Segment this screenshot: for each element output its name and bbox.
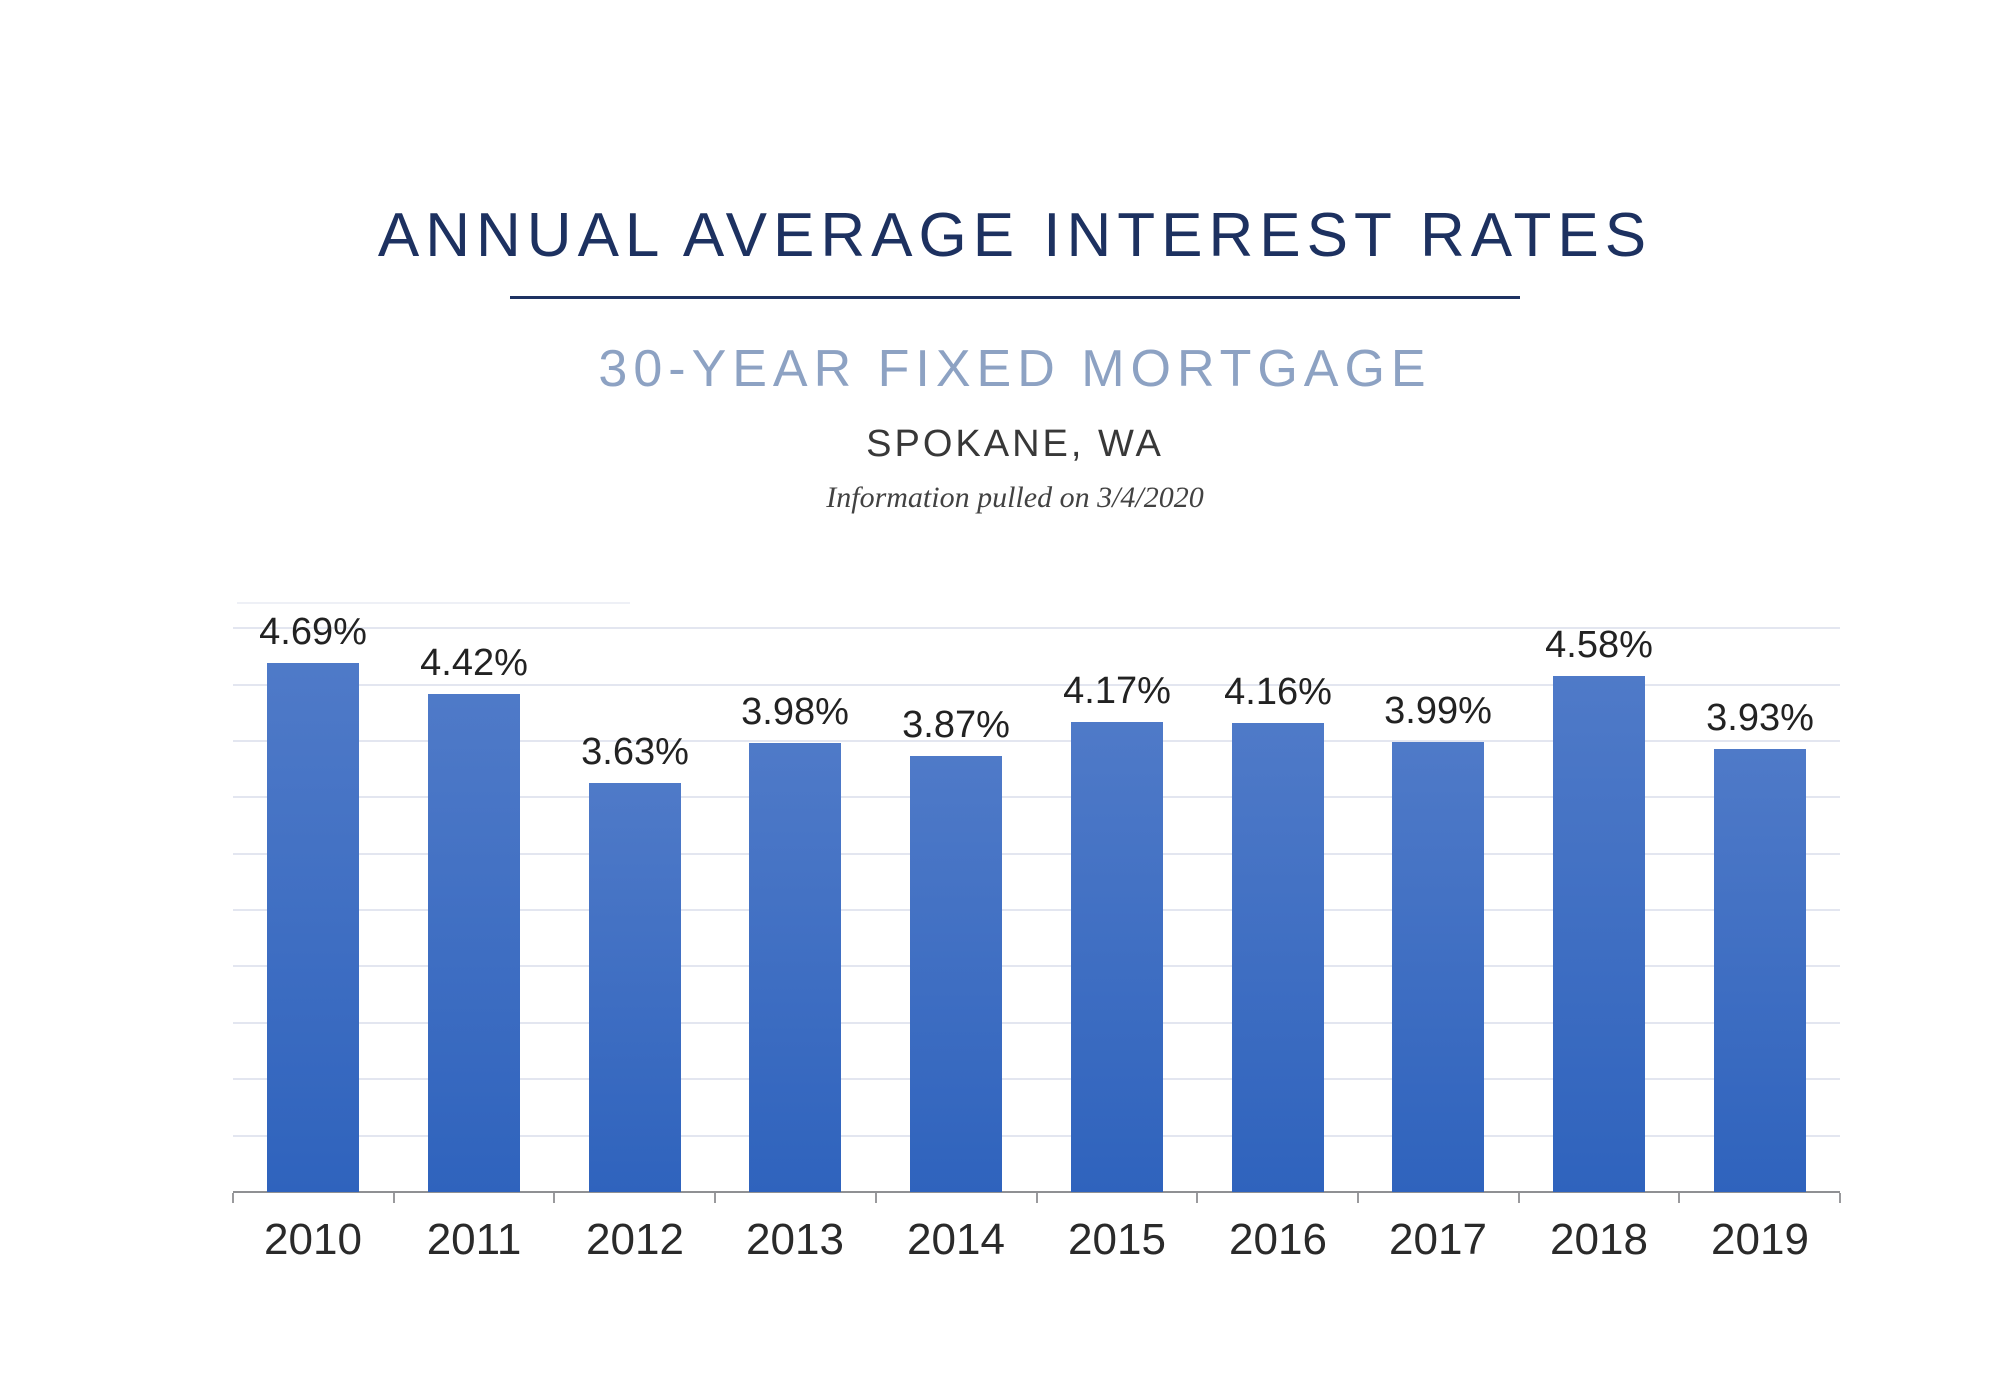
x-axis-tick: [714, 1193, 716, 1203]
bar-2014: [910, 756, 1002, 1192]
gridline-5.0: [233, 627, 1840, 630]
page-subtitle: 30-YEAR FIXED MORTGAGE: [598, 340, 1432, 398]
gridline-3.5: [233, 796, 1840, 799]
x-axis-label-2014: 2014: [907, 1215, 1005, 1264]
bar-value-label-2017: 3.99%: [1384, 690, 1492, 732]
bar-value-label-2014: 3.87%: [902, 704, 1010, 746]
x-axis-label-2012: 2012: [586, 1215, 684, 1264]
bar-value-label-2013: 3.98%: [741, 691, 849, 733]
location-label: SPOKANE, WA: [866, 423, 1164, 465]
x-axis-label-2016: 2016: [1229, 1215, 1327, 1264]
bar-2010: [267, 663, 359, 1192]
x-axis-label-2018: 2018: [1550, 1215, 1648, 1264]
gridline-2.0: [233, 965, 1840, 968]
bar-2011: [428, 694, 520, 1192]
bar-value-label-2018: 4.58%: [1545, 624, 1653, 666]
x-axis-label-2013: 2013: [746, 1215, 844, 1264]
x-axis-label-2017: 2017: [1389, 1215, 1487, 1264]
x-axis-label-2011: 2011: [426, 1215, 522, 1264]
bar-value-label-2019: 3.93%: [1706, 697, 1814, 739]
x-axis-tick: [1678, 1193, 1680, 1203]
bar-2019: [1714, 749, 1806, 1192]
bar-2018: [1553, 676, 1645, 1192]
x-axis-label-2019: 2019: [1711, 1215, 1809, 1264]
bar-value-label-2016: 4.16%: [1224, 671, 1332, 713]
bar-2015: [1071, 722, 1163, 1192]
bar-2016: [1232, 723, 1324, 1192]
gridline-4.0: [233, 739, 1840, 742]
x-axis-tick: [1357, 1193, 1359, 1203]
bar-value-label-2015: 4.17%: [1063, 670, 1171, 712]
x-axis-label-2015: 2015: [1068, 1215, 1166, 1264]
gridline-1.0: [233, 1078, 1840, 1081]
x-axis-tick: [1839, 1193, 1841, 1203]
x-axis-tick: [875, 1193, 877, 1203]
x-axis-tick: [232, 1193, 234, 1203]
gridline-1.5: [233, 1021, 1840, 1024]
x-axis-label-2010: 2010: [264, 1215, 362, 1264]
plot-top-partial-gridline: [237, 602, 630, 604]
title-underline: [510, 296, 1520, 299]
x-axis-line: [233, 1191, 1840, 1193]
x-axis-tick: [1036, 1193, 1038, 1203]
bar-value-label-2010: 4.69%: [259, 611, 367, 653]
bar-2013: [749, 743, 841, 1192]
x-axis-tick: [553, 1193, 555, 1203]
bar-2012: [589, 783, 681, 1192]
bar-chart-plot-area: 4.69% 2010 4.42% 2011 3.63% 2012 3.98% 2013 3.87…: [232, 600, 1841, 1262]
bar-value-label-2012: 3.63%: [581, 731, 689, 773]
x-axis-tick: [1196, 1193, 1198, 1203]
page-title: ANNUAL AVERAGE INTEREST RATES: [377, 201, 1653, 270]
gridline-2.5: [233, 909, 1840, 912]
gridline-4.5: [233, 683, 1840, 686]
data-pull-note: Information pulled on 3/4/2020: [826, 481, 1204, 514]
gridline-0.5: [233, 1134, 1840, 1137]
x-axis-tick: [393, 1193, 395, 1203]
gridline-3.0: [233, 852, 1840, 855]
x-axis-tick: [1518, 1193, 1520, 1203]
bar-2017: [1392, 742, 1484, 1192]
bar-value-label-2011: 4.42%: [420, 642, 528, 684]
